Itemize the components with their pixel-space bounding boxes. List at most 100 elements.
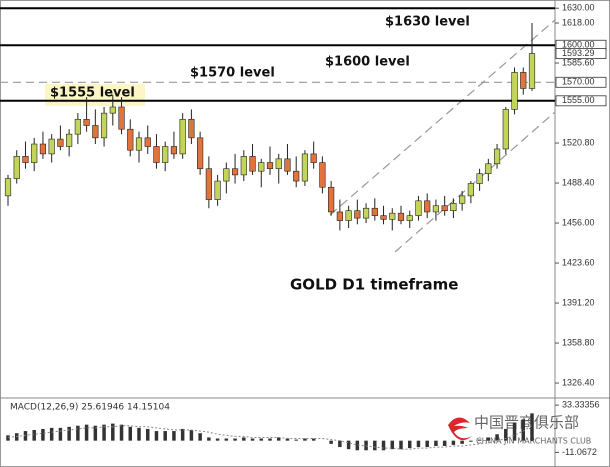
macd-bar xyxy=(58,427,63,441)
candle-body xyxy=(493,148,501,165)
y-tick-label: -11.0672 xyxy=(562,447,597,457)
candle-body xyxy=(424,200,431,213)
price-marker-label: 1593.29 xyxy=(562,48,595,58)
macd-bar xyxy=(259,438,264,441)
macd-bar xyxy=(215,438,220,441)
candle-body xyxy=(118,106,125,130)
y-tick-label: 1456.00 xyxy=(562,217,595,227)
candle-body xyxy=(144,137,151,147)
candle-body xyxy=(197,137,204,170)
channel-line xyxy=(394,111,556,253)
macd-bar xyxy=(23,431,28,441)
macd-bar xyxy=(189,430,194,441)
price-marker-label: 1570.00 xyxy=(562,77,595,87)
candle-body xyxy=(100,112,108,139)
macd-bar xyxy=(14,433,19,441)
watermark-cn: 中国晋商俱乐部 xyxy=(474,414,579,432)
y-tick-label: 1326.40 xyxy=(562,377,595,387)
y-tick-label: 1423.60 xyxy=(562,257,595,267)
candle-body xyxy=(389,212,396,220)
watermark-logo xyxy=(448,417,472,441)
candle-body xyxy=(48,138,55,155)
candle-body xyxy=(502,109,509,150)
candle-body xyxy=(249,156,256,172)
candle-body xyxy=(4,178,12,197)
y-tick-label: 1585.60 xyxy=(562,57,595,67)
candle-body xyxy=(397,212,405,221)
macd-bar xyxy=(434,440,438,446)
candle-body xyxy=(231,168,239,176)
level-label: $1555 level xyxy=(50,86,135,101)
y-tick-label: 1391.20 xyxy=(562,297,595,307)
level-label: $1570 level xyxy=(190,66,275,81)
candle-body xyxy=(188,119,195,139)
price-marker xyxy=(555,76,607,88)
candle-body xyxy=(39,143,47,155)
macd-bar xyxy=(451,440,456,445)
macd-bar xyxy=(224,438,229,441)
macd-bar xyxy=(512,422,517,441)
candle-body xyxy=(92,125,99,139)
candle-body xyxy=(284,158,291,172)
macd-bar xyxy=(495,434,499,441)
level-label: $1630 level xyxy=(385,15,470,30)
candle-body xyxy=(22,156,29,163)
candle-body xyxy=(13,156,20,179)
candle-body xyxy=(441,205,448,211)
candle-body xyxy=(520,72,527,89)
macd-bar xyxy=(49,427,54,441)
candle-body xyxy=(153,146,160,163)
level-label: $1600 level xyxy=(325,55,410,70)
candle-body xyxy=(109,106,116,114)
candle-body xyxy=(127,128,134,151)
macd-bar xyxy=(303,438,307,441)
candle-body xyxy=(57,138,64,147)
candle-body xyxy=(450,202,457,211)
channel-line xyxy=(329,19,556,216)
candle-body xyxy=(293,170,300,182)
macd-bar xyxy=(373,440,377,451)
candle-body xyxy=(328,186,335,213)
candle-body xyxy=(66,133,73,147)
macd-bar xyxy=(285,438,290,441)
macd-bar xyxy=(530,413,534,441)
candle-body xyxy=(345,210,352,221)
macd-bar xyxy=(425,440,429,448)
macd-bar xyxy=(145,428,150,441)
macd-bar xyxy=(119,424,124,441)
macd-bar xyxy=(198,433,202,441)
candle-body xyxy=(31,143,38,163)
candle-body xyxy=(406,215,413,221)
macd-bar xyxy=(84,424,89,441)
candle-body xyxy=(485,163,492,174)
macd-bar xyxy=(67,426,71,441)
candle-body xyxy=(266,162,274,170)
candle-body xyxy=(83,119,90,126)
macd-bar xyxy=(311,438,316,441)
macd-bar xyxy=(154,431,159,441)
candle-body xyxy=(432,205,440,213)
macd-bar xyxy=(407,440,412,449)
macd-bar xyxy=(390,440,395,450)
macd-bar xyxy=(381,440,386,451)
candle-body xyxy=(214,180,221,200)
macd-bar xyxy=(355,440,360,451)
candle-body xyxy=(258,162,265,172)
macd-bar xyxy=(486,437,491,441)
candle-body xyxy=(170,146,178,155)
macd-bar xyxy=(6,435,10,441)
macd-bar xyxy=(233,438,237,441)
candle-body xyxy=(362,207,370,219)
y-tick-label: 1488.40 xyxy=(562,177,595,187)
candle-body xyxy=(319,162,326,188)
macd-bar xyxy=(460,440,464,444)
macd-bar xyxy=(416,440,421,448)
candle-body xyxy=(371,207,378,216)
chart-title: GOLD D1 timeframe xyxy=(290,276,458,294)
candle-body xyxy=(467,183,474,197)
macd-bar xyxy=(41,428,45,441)
price-marker xyxy=(555,48,607,59)
macd-bar xyxy=(32,430,36,441)
candle-body xyxy=(354,210,361,219)
